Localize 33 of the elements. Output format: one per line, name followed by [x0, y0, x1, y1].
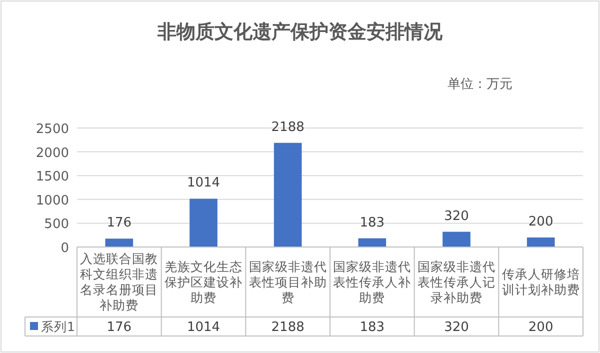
bar: [442, 232, 470, 247]
data-label: 2188: [271, 320, 304, 335]
y-tick-label: 500: [44, 217, 69, 232]
x-tick-label: 国家级非遗代表性传承人记录补助费: [418, 258, 496, 305]
x-tick-label: 国家级非遗代表性项目补助费: [248, 258, 327, 305]
data-label: 183: [360, 320, 385, 335]
data-label: 200: [528, 320, 554, 335]
legend-label: 系列1: [41, 319, 75, 334]
y-tick-label: 0: [60, 241, 69, 256]
x-tick-label: 羌族文化生态保护区建设补助费: [164, 258, 242, 305]
data-label: 1014: [186, 320, 220, 335]
y-tick-label: 1000: [36, 193, 69, 208]
x-tick-label: 传承人研修培训计划补助费: [502, 266, 580, 297]
data-label: 320: [444, 320, 469, 335]
x-tick-label: 国家级非遗代表性传承人补助费: [333, 258, 412, 305]
text: 200: [528, 214, 554, 230]
bar: [105, 238, 134, 247]
y-tick-label: 2500: [36, 122, 69, 137]
chart-title: 非物质文化遗产保护资金安排情况: [156, 21, 444, 43]
bar: [274, 142, 302, 247]
bar: [358, 238, 386, 247]
text: 176: [106, 216, 132, 231]
x-tick-label: 入选联合国教科文组织非遗名录名册项目补助费: [80, 251, 158, 312]
bar: [526, 237, 555, 247]
data-label: 176: [106, 320, 132, 335]
bar: [190, 198, 218, 247]
y-tick-label: 2000: [36, 146, 69, 161]
text: 2188: [271, 120, 304, 135]
text: 单位：万元: [448, 77, 512, 92]
text: 320: [444, 208, 469, 224]
text: 183: [360, 215, 385, 230]
y-tick-label: 1500: [36, 170, 69, 185]
text: 1014: [186, 176, 220, 191]
